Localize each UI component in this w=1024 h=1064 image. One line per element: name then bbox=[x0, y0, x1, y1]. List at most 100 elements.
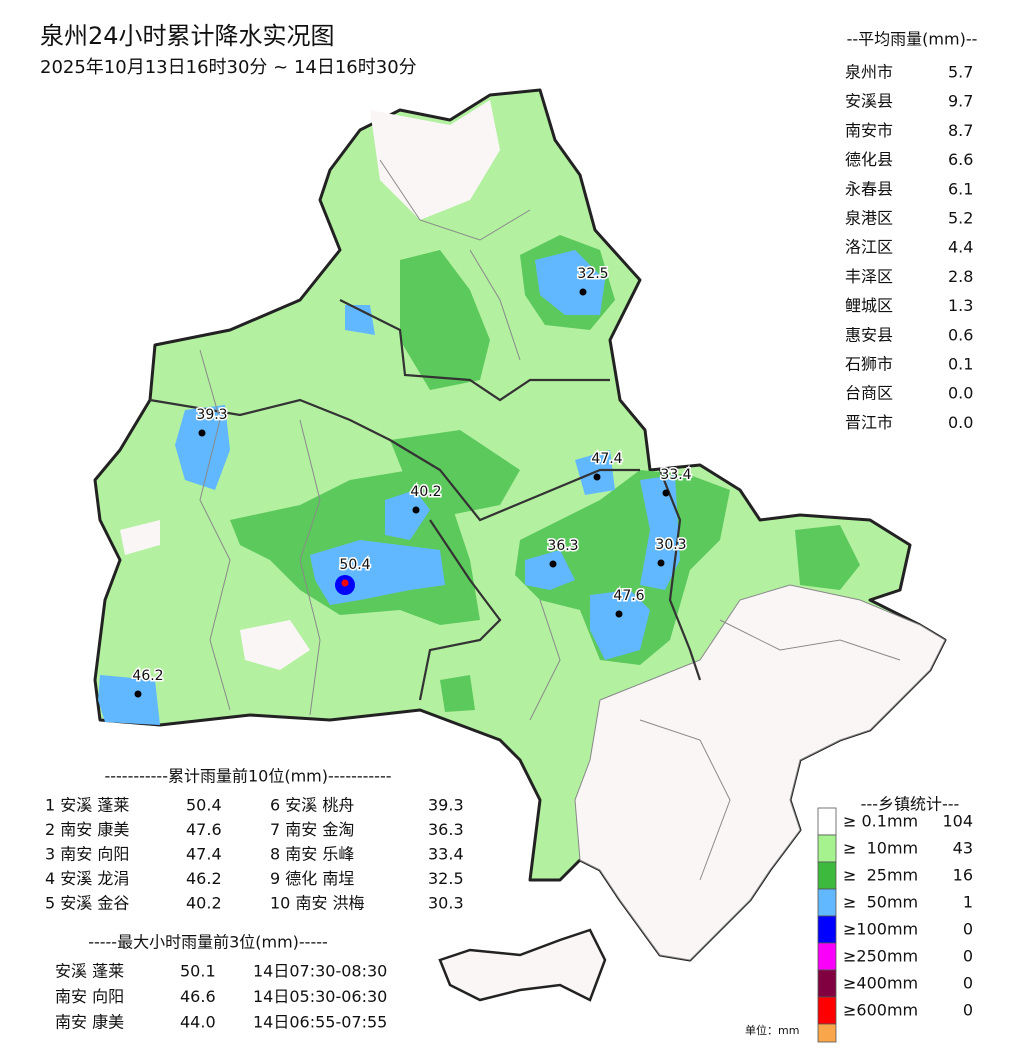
dry-area bbox=[574, 584, 946, 961]
legend-count: 104 bbox=[942, 812, 973, 831]
wet-area bbox=[440, 675, 475, 712]
heavy-area bbox=[525, 550, 575, 590]
heavy-area bbox=[175, 405, 230, 490]
legend-swatch bbox=[817, 915, 837, 944]
legend-count: 0 bbox=[963, 1001, 973, 1020]
station-dot bbox=[662, 489, 670, 497]
district-name: 石狮市 bbox=[845, 355, 893, 374]
station-value: 36.3 bbox=[547, 538, 578, 554]
legend-label: ≥400mm bbox=[843, 974, 918, 993]
rank-value: 39.3 bbox=[428, 796, 464, 815]
legend-swatch bbox=[817, 834, 837, 863]
legend-label: ≥ 0.1mm bbox=[843, 812, 918, 831]
district-name: 安溪县 bbox=[845, 92, 893, 111]
heavy-area bbox=[590, 590, 650, 660]
district-average: 5.7 bbox=[948, 63, 973, 82]
rank-value: 30.3 bbox=[428, 894, 464, 913]
station-dot bbox=[579, 288, 587, 296]
district-name: 泉州市 bbox=[845, 63, 893, 82]
map-title: 泉州24小时累计降水实况图 bbox=[40, 22, 335, 50]
legend-count: 0 bbox=[963, 974, 973, 993]
rank-station: 5 安溪 金谷 bbox=[45, 894, 129, 913]
rank-station: 1 安溪 蓬莱 bbox=[45, 796, 129, 815]
legend-count: 0 bbox=[963, 947, 973, 966]
station-dot bbox=[412, 506, 420, 514]
legend-label: ≥ 25mm bbox=[843, 866, 918, 885]
district-name: 南安市 bbox=[845, 121, 893, 140]
district-name: 洛江区 bbox=[845, 238, 893, 257]
rank-value: 50.4 bbox=[186, 796, 222, 815]
legend-count: 43 bbox=[953, 839, 973, 858]
station-dot bbox=[134, 690, 142, 698]
legend-swatch bbox=[817, 942, 837, 971]
legend-swatch bbox=[817, 1023, 837, 1043]
legend-count: 0 bbox=[963, 920, 973, 939]
district-name: 德化县 bbox=[845, 150, 893, 169]
legend-label: ≥ 50mm bbox=[843, 893, 918, 912]
legend-label: ≥100mm bbox=[843, 920, 918, 939]
rank-station: 7 南安 金淘 bbox=[270, 820, 354, 839]
district-average: 0.0 bbox=[948, 413, 973, 432]
rank-station: 10 南安 洪梅 bbox=[270, 894, 365, 913]
rank-station: 2 南安 康美 bbox=[45, 820, 129, 839]
district-name: 泉港区 bbox=[845, 209, 893, 228]
rank-station: 9 德化 南埕 bbox=[270, 869, 354, 888]
station-value: 46.2 bbox=[132, 668, 163, 684]
heavy-area bbox=[385, 490, 430, 540]
legend-label: ≥600mm bbox=[843, 1001, 918, 1020]
district-name: 台商区 bbox=[845, 384, 893, 403]
rank-value: 47.4 bbox=[186, 845, 222, 864]
district-average: 4.4 bbox=[948, 238, 973, 257]
hourly-time: 14日06:55-07:55 bbox=[253, 1013, 387, 1032]
unit-label: 单位：mm bbox=[745, 1023, 799, 1037]
hourly-station: 南安 康美 bbox=[55, 1013, 124, 1032]
station-dot bbox=[593, 473, 601, 481]
top10-title: -----------累计雨量前10位(mm)----------- bbox=[104, 767, 391, 786]
dry-area bbox=[370, 100, 500, 220]
legend-label: ≥250mm bbox=[843, 947, 918, 966]
district-name: 惠安县 bbox=[845, 325, 893, 344]
wet-area bbox=[400, 250, 490, 390]
rank-value: 36.3 bbox=[428, 820, 464, 839]
legend-swatch bbox=[817, 996, 837, 1025]
heavy-area bbox=[640, 475, 680, 590]
hourly-value: 44.0 bbox=[180, 1013, 216, 1032]
district-name: 晋江市 bbox=[845, 413, 893, 432]
district-name: 永春县 bbox=[845, 179, 893, 198]
district-average: 0.1 bbox=[948, 355, 973, 374]
station-dot bbox=[198, 429, 206, 437]
district-average: 2.8 bbox=[948, 267, 973, 286]
rank-value: 40.2 bbox=[186, 894, 222, 913]
station-value: 33.4 bbox=[660, 467, 691, 483]
station-dot bbox=[615, 610, 623, 618]
district-average: 5.2 bbox=[948, 209, 973, 228]
dry-area bbox=[240, 620, 310, 670]
legend-count: 16 bbox=[953, 866, 973, 885]
station-value: 30.3 bbox=[655, 537, 686, 553]
station-value: 50.4 bbox=[339, 557, 370, 573]
hourly-value: 50.1 bbox=[180, 962, 216, 981]
district-average: 9.7 bbox=[948, 92, 973, 111]
district-name: 丰泽区 bbox=[845, 267, 893, 286]
rank-value: 47.6 bbox=[186, 820, 222, 839]
hourly-time: 14日05:30-06:30 bbox=[253, 987, 387, 1006]
rank-value: 32.5 bbox=[428, 869, 464, 888]
legend-count: 1 bbox=[963, 893, 973, 912]
legend-swatch bbox=[817, 861, 837, 890]
county-borders bbox=[149, 299, 702, 701]
station-value: 47.6 bbox=[613, 588, 644, 604]
station-value: 47.4 bbox=[591, 451, 622, 467]
legend-title: ---乡镇统计--- bbox=[861, 795, 960, 814]
hourly-time: 14日07:30-08:30 bbox=[253, 962, 387, 981]
heavy-area bbox=[98, 675, 160, 725]
max-hourly-title: -----最大小时雨量前3位(mm)----- bbox=[88, 933, 328, 952]
rank-station: 3 南安 向阳 bbox=[45, 845, 129, 864]
district-average: 8.7 bbox=[948, 121, 973, 140]
island bbox=[438, 928, 607, 1002]
hourly-station: 安溪 蓬莱 bbox=[55, 962, 124, 981]
district-average: 6.1 bbox=[948, 179, 973, 198]
station-dot bbox=[341, 579, 349, 587]
rank-station: 8 南安 乐峰 bbox=[270, 845, 354, 864]
